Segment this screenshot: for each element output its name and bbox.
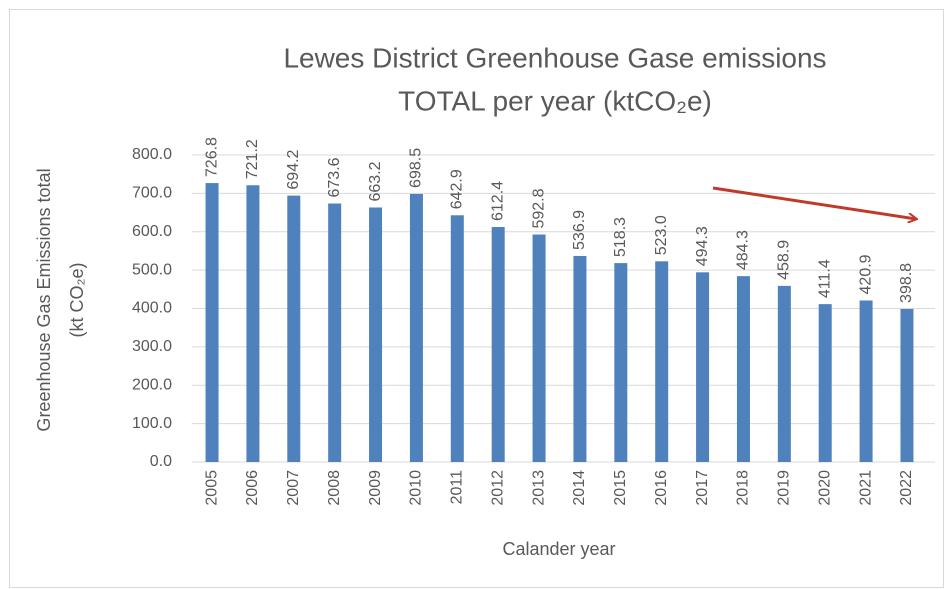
bar [777, 285, 791, 462]
bar [859, 300, 873, 462]
data-label: 673.6 [326, 157, 343, 197]
bar [900, 308, 914, 462]
bar [369, 207, 383, 462]
x-tick-label: 2015 [612, 470, 629, 506]
data-label: 698.5 [408, 148, 425, 188]
chart-title: TOTAL per year (ktCO₂e) [398, 85, 712, 116]
y-tick-label: 700.0 [132, 185, 172, 202]
bar [450, 215, 464, 462]
bar [491, 226, 505, 462]
y-axis-title: Greenhouse Gas Emissions total [34, 168, 54, 431]
trend-arrow [712, 186, 916, 219]
data-label: 494.3 [694, 226, 711, 266]
x-tick-label: 2008 [326, 470, 343, 506]
data-label: 518.3 [612, 217, 629, 257]
x-tick-label: 2010 [408, 470, 425, 506]
data-label: 458.9 [776, 240, 793, 280]
data-label: 398.8 [898, 263, 915, 303]
data-label: 726.8 [203, 137, 220, 177]
y-tick-label: 300.0 [132, 338, 172, 355]
bar [655, 261, 669, 462]
data-label: 721.2 [244, 139, 261, 179]
x-tick-label: 2016 [653, 470, 670, 506]
bar [246, 185, 260, 462]
x-tick-label: 2009 [367, 470, 384, 506]
bar [696, 272, 710, 462]
data-label: 420.9 [857, 254, 874, 294]
bar [573, 255, 587, 462]
bar [205, 183, 219, 462]
x-tick-label: 2012 [489, 470, 506, 506]
y-axis-title: (kt CO₂e) [67, 263, 87, 338]
bar [818, 304, 832, 462]
x-tick-label: 2013 [530, 470, 547, 506]
bar [614, 263, 628, 462]
x-tick-label: 2022 [898, 470, 915, 506]
data-label: 411.4 [816, 259, 833, 298]
y-tick-label: 400.0 [132, 300, 172, 317]
data-label: 642.9 [449, 169, 466, 209]
x-tick-label: 2006 [244, 470, 261, 506]
x-tick-label: 2018 [735, 470, 752, 506]
x-tick-label: 2005 [203, 470, 220, 506]
data-label: 592.8 [530, 188, 547, 228]
y-tick-label: 600.0 [132, 223, 172, 240]
data-label: 536.9 [571, 210, 588, 250]
y-tick-label: 200.0 [132, 376, 172, 393]
x-tick-label: 2007 [285, 470, 302, 506]
bar [409, 193, 423, 462]
data-label: 523.0 [653, 215, 670, 255]
data-label: 484.3 [735, 230, 752, 270]
x-tick-label: 2021 [857, 470, 874, 506]
y-tick-label: 0.0 [150, 453, 172, 470]
y-tick-label: 100.0 [132, 415, 172, 432]
x-tick-label: 2017 [694, 470, 711, 506]
plot-area: 0.0 100.0 200.0 300.0 400.0 500.0 600.0 700.0 80… [132, 137, 935, 506]
data-label: 612.4 [489, 181, 506, 221]
chart-title: Lewes District Greenhouse Gase emissions [283, 42, 826, 73]
x-tick-label: 2014 [571, 470, 588, 506]
data-label: 694.2 [285, 149, 302, 189]
bar [532, 234, 546, 462]
y-tick-label: 500.0 [132, 261, 172, 278]
x-axis-title: Calander year [502, 539, 615, 559]
x-tick-label: 2019 [776, 470, 793, 506]
data-label: 663.2 [367, 161, 384, 201]
bar [287, 195, 301, 462]
x-tick-label: 2020 [816, 470, 833, 506]
x-tick-label: 2011 [449, 470, 466, 505]
bar [328, 203, 342, 463]
bar [736, 276, 750, 462]
y-tick-label: 800.0 [132, 146, 172, 163]
